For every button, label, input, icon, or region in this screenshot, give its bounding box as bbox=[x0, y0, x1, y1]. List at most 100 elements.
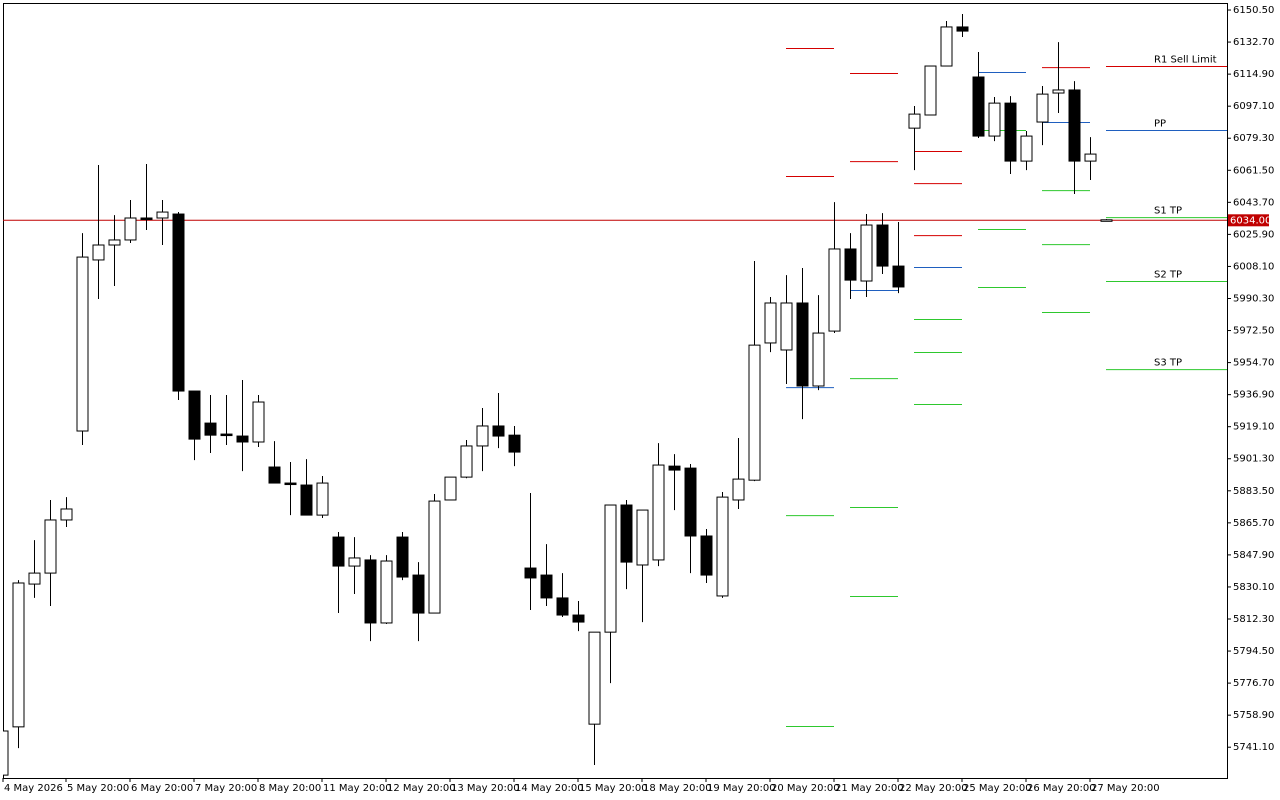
candle-body bbox=[524, 567, 537, 579]
y-tick-label: 6061.50 bbox=[1233, 165, 1274, 176]
y-tick-label: 5901.30 bbox=[1233, 454, 1274, 465]
candle-body bbox=[636, 509, 649, 566]
candle-body bbox=[108, 239, 121, 246]
x-tick-label: 8 May 20:00 bbox=[259, 783, 321, 794]
y-tick-label: 5830.10 bbox=[1233, 582, 1274, 593]
candle-body bbox=[604, 504, 617, 633]
x-tick-label: 4 May 2026 bbox=[4, 783, 63, 794]
candle-body bbox=[1100, 219, 1113, 222]
candle-body bbox=[764, 302, 777, 344]
x-tick-label: 18 May 20:00 bbox=[643, 783, 712, 794]
candle-body bbox=[1036, 93, 1049, 123]
candle-body bbox=[892, 265, 905, 288]
candle-body bbox=[1068, 89, 1081, 162]
y-tick-label: 6114.90 bbox=[1233, 69, 1274, 80]
candle-body bbox=[76, 256, 89, 432]
candle-body bbox=[156, 211, 169, 219]
candle-body bbox=[828, 248, 841, 332]
candle-body bbox=[876, 224, 889, 267]
candle-body bbox=[556, 597, 569, 616]
annotation-label: PP bbox=[1154, 118, 1166, 129]
candle-body bbox=[972, 76, 985, 137]
x-tick-label: 27 May 20:00 bbox=[1091, 783, 1160, 794]
annotation-label: R1 Sell Limit bbox=[1154, 55, 1217, 66]
candle-body bbox=[956, 26, 969, 32]
candle-body bbox=[684, 467, 697, 537]
y-tick-label: 5847.90 bbox=[1233, 550, 1274, 561]
candle-body bbox=[508, 434, 521, 453]
x-tick-label: 26 May 20:00 bbox=[1027, 783, 1096, 794]
annotation-label: S3 TP bbox=[1154, 358, 1182, 369]
candle-body bbox=[716, 496, 729, 597]
x-tick-label: 11 May 20:00 bbox=[323, 783, 392, 794]
candle-body bbox=[396, 536, 409, 578]
candle-body bbox=[460, 445, 473, 478]
candle-body bbox=[940, 26, 953, 67]
x-tick-label: 7 May 20:00 bbox=[195, 783, 257, 794]
candle-body bbox=[540, 574, 553, 599]
candle-body bbox=[476, 425, 489, 447]
candle-body bbox=[1052, 89, 1065, 94]
y-tick-label: 5741.10 bbox=[1233, 742, 1274, 753]
candle-body bbox=[12, 582, 25, 728]
candle-body bbox=[380, 560, 393, 624]
annotation-label: S2 TP bbox=[1154, 270, 1182, 281]
candle-body bbox=[812, 332, 825, 387]
x-tick-label: 5 May 20:00 bbox=[67, 783, 129, 794]
x-tick-label: 13 May 20:00 bbox=[451, 783, 520, 794]
candle-body bbox=[1084, 153, 1097, 162]
candle-body bbox=[732, 478, 745, 501]
y-tick-label: 6150.50 bbox=[1233, 5, 1274, 16]
y-tick-label: 6132.70 bbox=[1233, 37, 1274, 48]
candle-body bbox=[588, 631, 601, 725]
candle-body bbox=[428, 500, 441, 614]
candle-body bbox=[780, 302, 793, 351]
candle-body bbox=[1004, 102, 1017, 162]
candle-body bbox=[652, 464, 665, 561]
x-tick-label: 19 May 20:00 bbox=[707, 783, 776, 794]
annotation-label: S1 TP bbox=[1154, 206, 1182, 217]
candle-body bbox=[620, 504, 633, 563]
plot-frame bbox=[3, 3, 1228, 779]
candle-body bbox=[348, 557, 361, 567]
candle-body bbox=[572, 614, 585, 623]
y-tick-label: 5919.10 bbox=[1233, 422, 1274, 433]
y-tick-label: 5936.90 bbox=[1233, 390, 1274, 401]
candle-body bbox=[796, 302, 809, 387]
candle-body bbox=[908, 113, 921, 129]
price-tag bbox=[1228, 214, 1269, 227]
candle-body bbox=[988, 102, 1001, 137]
candle-body bbox=[364, 559, 377, 624]
candle-body bbox=[668, 465, 681, 471]
y-tick-label: 6008.10 bbox=[1233, 261, 1274, 272]
candle-body bbox=[92, 244, 105, 261]
y-tick-label: 5776.70 bbox=[1233, 678, 1274, 689]
x-tick-label: 6 May 20:00 bbox=[131, 783, 193, 794]
candle-body bbox=[924, 65, 937, 116]
y-tick-label: 5972.50 bbox=[1233, 326, 1274, 337]
candle-body bbox=[140, 217, 153, 220]
candle-body bbox=[60, 508, 73, 521]
x-tick-label: 12 May 20:00 bbox=[387, 783, 456, 794]
candle-body bbox=[444, 476, 457, 501]
candle-body bbox=[268, 466, 281, 484]
y-tick-label: 5794.50 bbox=[1233, 646, 1274, 657]
x-tick-label: 14 May 20:00 bbox=[515, 783, 584, 794]
y-tick-label: 5758.90 bbox=[1233, 710, 1274, 721]
candle-body bbox=[220, 433, 233, 437]
candle-body bbox=[28, 572, 41, 585]
y-tick-label: 6079.30 bbox=[1233, 133, 1274, 144]
price-tag-label: 6034.00 bbox=[1230, 215, 1271, 226]
x-tick-label: 20 May 20:00 bbox=[771, 783, 840, 794]
candle-body bbox=[316, 482, 329, 516]
candle-body bbox=[492, 425, 505, 437]
candle-body bbox=[44, 519, 57, 574]
candle-body bbox=[860, 224, 873, 282]
candle-body bbox=[204, 422, 217, 436]
candle-body bbox=[332, 536, 345, 567]
candle-body bbox=[844, 248, 857, 281]
candle-body bbox=[124, 217, 137, 241]
x-tick-label: 21 May 20:00 bbox=[835, 783, 904, 794]
